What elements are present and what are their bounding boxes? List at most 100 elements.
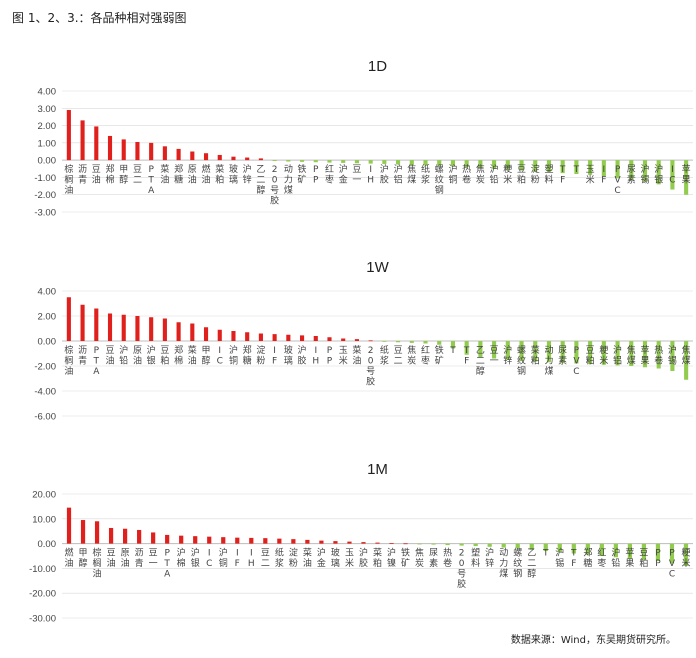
category-label: 粳米: [681, 547, 690, 570]
category-label: 焦炭: [407, 344, 416, 367]
category-label: 菜粕: [373, 547, 382, 570]
category-label: 豆粕: [160, 345, 169, 367]
bar: [533, 160, 538, 172]
bar: [627, 543, 633, 559]
bar: [313, 336, 318, 341]
category-label: 2 0 号胶: [366, 346, 375, 388]
chart-title: 1W: [366, 259, 389, 276]
category-label: T: [449, 346, 456, 356]
category-label: 原油: [121, 548, 130, 570]
category-label: 豆一: [490, 345, 499, 367]
category-label: 燃油: [65, 547, 74, 570]
category-label: 沪银: [147, 344, 156, 367]
category-label: 2 0 号胶: [270, 165, 279, 207]
y-tick-label: -10.00: [29, 564, 56, 575]
category-label: 螺纹钢: [435, 164, 444, 196]
category-label: 豆油: [92, 164, 101, 186]
category-label: 甲醇: [202, 345, 211, 367]
chart-title: 1D: [368, 58, 387, 75]
y-tick-label: -2.00: [34, 190, 56, 201]
bar: [389, 543, 394, 544]
category-label: 豆一: [149, 548, 158, 570]
bar: [571, 543, 576, 554]
category-label: 沪镍: [387, 547, 396, 570]
category-label: 沪银: [654, 163, 663, 186]
category-label: 菜油: [188, 344, 197, 367]
bar: [162, 146, 167, 161]
y-tick-label: 20.00: [32, 490, 56, 501]
category-label: 乙二醇: [256, 164, 265, 196]
category-label: 玉米: [345, 548, 354, 570]
category-label: 淀粉: [256, 344, 265, 367]
bar: [669, 543, 675, 564]
category-label: 棕榈油: [64, 344, 73, 377]
bar: [505, 160, 510, 170]
bar: [137, 529, 142, 544]
category-label: 乙二醇: [527, 548, 536, 580]
y-tick-label: -4.00: [34, 387, 56, 398]
bar: [327, 337, 332, 341]
y-tick-label: -1.00: [34, 173, 56, 184]
category-label: 粳米: [599, 344, 608, 367]
y-tick-label: -3.00: [34, 208, 56, 219]
category-label: 热卷: [443, 547, 452, 570]
category-label: 菜油: [160, 163, 169, 186]
bar: [505, 341, 510, 360]
category-label: 沪铝: [394, 163, 403, 186]
category-label: 沪锡: [640, 163, 649, 186]
bar: [319, 540, 324, 544]
category-label: 红枣: [325, 163, 334, 186]
bar: [193, 536, 198, 544]
category-label: 淀粉: [531, 163, 540, 186]
category-label: 红枣: [597, 547, 606, 570]
category-label: 玉米: [339, 345, 348, 367]
bar: [574, 160, 579, 174]
bar: [258, 158, 263, 161]
bar: [272, 160, 277, 162]
category-label: 豆粕: [586, 345, 595, 367]
bar: [560, 160, 565, 174]
category-label: 焦炭: [415, 547, 424, 570]
bar: [235, 537, 240, 544]
bar: [66, 507, 72, 544]
category-label: 沪胶: [380, 163, 389, 186]
bar: [546, 160, 552, 173]
bar: [615, 341, 620, 366]
category-label: 沪铅: [119, 344, 128, 367]
bar: [613, 543, 618, 558]
bar: [151, 532, 156, 544]
bar: [135, 316, 140, 341]
bar: [341, 338, 346, 341]
bar: [629, 160, 634, 181]
bar: [80, 120, 85, 161]
bar: [445, 543, 450, 546]
bar: [66, 110, 71, 161]
category-label: 沪铜: [448, 163, 457, 186]
category-label: 沪锡: [668, 344, 677, 367]
category-label: 塑料: [471, 548, 480, 570]
bar: [382, 341, 387, 342]
category-label: 红枣: [421, 344, 430, 367]
bar: [519, 160, 524, 171]
category-label: 豆一: [352, 164, 361, 186]
bar: [207, 536, 212, 544]
bar: [409, 341, 414, 343]
y-tick-label: -2.00: [34, 362, 56, 373]
bar: [245, 332, 250, 341]
category-label: 2 0 号胶: [457, 549, 466, 591]
bar: [231, 331, 236, 341]
bar: [599, 543, 604, 556]
y-tick-label: 4.00: [38, 287, 57, 298]
bar: [464, 341, 469, 355]
category-label: 热卷: [462, 163, 471, 186]
category-label: 沥青: [135, 548, 144, 570]
category-label: 郑糖: [174, 163, 183, 186]
